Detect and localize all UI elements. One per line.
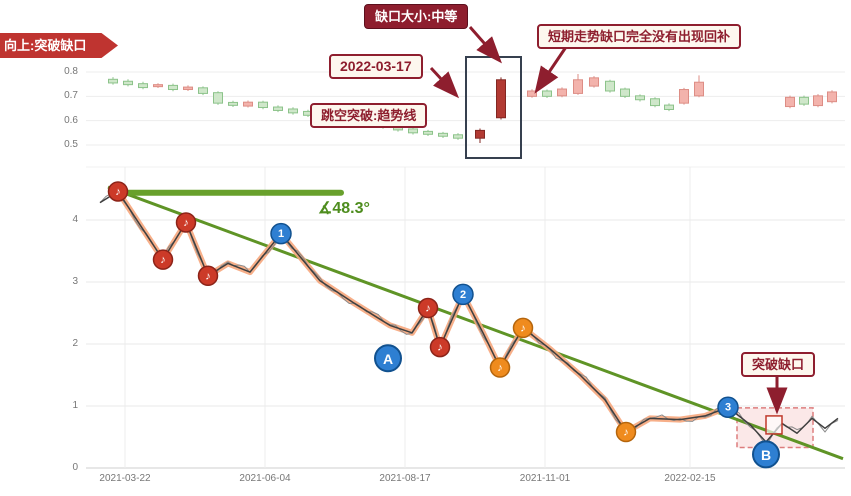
x-axis-tick: 2021-06-04 <box>239 473 291 484</box>
bottom-y-tick: 4 <box>72 214 78 225</box>
trendline-angle-label: ∡48.3° <box>318 200 370 217</box>
candle <box>589 76 599 88</box>
candle <box>258 100 268 110</box>
no-backfill-arrow <box>534 46 568 94</box>
x-axis-tick: 2021-08-17 <box>379 473 431 484</box>
candle <box>108 77 118 85</box>
svg-text:♪: ♪ <box>520 322 526 334</box>
marker-red-♪[interactable]: ♪ <box>152 249 174 270</box>
svg-text:1: 1 <box>278 228 284 240</box>
candle <box>542 89 552 99</box>
svg-text:♪: ♪ <box>205 270 211 282</box>
candle <box>408 127 418 135</box>
gap-size-arrow <box>468 26 502 64</box>
candle <box>679 87 689 105</box>
candle <box>288 107 298 115</box>
candle <box>153 83 163 89</box>
date-arrow <box>429 66 460 99</box>
bottom-y-tick: 1 <box>72 400 78 411</box>
candle <box>557 87 567 98</box>
candle <box>527 89 537 98</box>
candle <box>605 79 615 93</box>
x-axis-tick: 2021-11-01 <box>519 473 571 484</box>
candle <box>694 75 704 98</box>
svg-text:A: A <box>383 351 393 367</box>
bottom-y-tick: 2 <box>72 338 78 349</box>
marker-blue-big-B[interactable]: B <box>752 440 780 469</box>
candle <box>213 91 223 105</box>
svg-text:♪: ♪ <box>183 217 189 229</box>
svg-text:2: 2 <box>460 289 466 301</box>
candle <box>183 85 193 91</box>
marker-red-♪[interactable]: ♪ <box>175 212 197 233</box>
candle <box>496 77 506 120</box>
marker-orange-♪[interactable]: ♪ <box>615 421 637 443</box>
top-y-tick: 0.5 <box>64 138 78 150</box>
top-y-tick: 0.7 <box>64 90 78 102</box>
marker-blue-2[interactable]: 2 <box>452 283 474 306</box>
svg-text:♪: ♪ <box>425 303 431 315</box>
candle <box>273 105 283 113</box>
candle <box>785 95 795 109</box>
top-y-tick: 0.8 <box>64 66 78 77</box>
candle <box>228 100 238 108</box>
marker-blue-1[interactable]: 1 <box>270 222 292 245</box>
marker-orange-♪[interactable]: ♪ <box>512 317 534 339</box>
svg-text:B: B <box>761 447 771 463</box>
x-axis-tick: 2021-03-22 <box>99 473 151 484</box>
date-label[interactable]: 2022-03-17 <box>329 54 423 79</box>
marker-blue-big-A[interactable]: A <box>374 344 402 373</box>
top-y-tick: 0.6 <box>64 114 78 126</box>
candle <box>453 133 463 140</box>
candle <box>573 73 583 95</box>
svg-text:♪: ♪ <box>623 427 629 439</box>
marker-red-♪[interactable]: ♪ <box>429 336 451 358</box>
svg-text:3: 3 <box>725 402 731 414</box>
candle <box>198 86 208 96</box>
candle <box>635 94 645 102</box>
svg-text:♪: ♪ <box>160 254 166 266</box>
svg-text:♪: ♪ <box>437 342 443 354</box>
candle <box>168 83 178 92</box>
candle <box>827 90 837 104</box>
candle <box>664 103 674 112</box>
svg-text:♪: ♪ <box>115 186 121 198</box>
no-backfill-label[interactable]: 短期走势缺口完全没有出现回补 <box>537 24 742 49</box>
candle <box>650 97 660 108</box>
marker-orange-♪[interactable]: ♪ <box>489 357 511 378</box>
candle <box>243 100 253 108</box>
direction-ribbon[interactable]: 向上:突破缺口 <box>0 33 118 58</box>
candles-group <box>108 73 837 144</box>
candle <box>620 87 630 99</box>
candle <box>438 131 448 138</box>
candle <box>475 128 485 144</box>
bottom-y-tick: 0 <box>72 462 78 473</box>
candle <box>813 94 823 108</box>
candle <box>423 129 433 136</box>
marker-red-♪[interactable]: ♪ <box>107 181 129 202</box>
x-axis-tick: 2022-02-15 <box>664 473 716 484</box>
marker-red-♪[interactable]: ♪ <box>197 265 219 287</box>
marker-blue-3[interactable]: 3 <box>717 396 739 418</box>
bottom-y-tick: 3 <box>72 276 78 287</box>
candle <box>138 81 148 90</box>
svg-text:♪: ♪ <box>497 362 503 374</box>
breakout-gap-label[interactable]: 突破缺口 <box>741 352 816 377</box>
gap-size-label[interactable]: 缺口大小:中等 <box>364 4 469 29</box>
candle <box>123 79 133 87</box>
candle <box>799 95 809 106</box>
marker-red-♪[interactable]: ♪ <box>417 297 439 319</box>
gap-candle-box <box>765 415 783 435</box>
gap-trendline-label[interactable]: 跳空突破:趋势线 <box>310 103 428 128</box>
